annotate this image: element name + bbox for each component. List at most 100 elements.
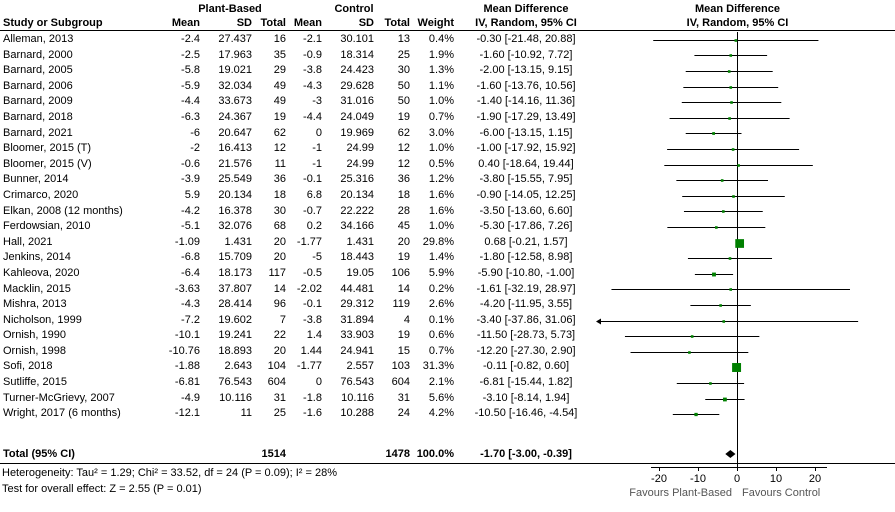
md-ci-text: -10.50 [-16.46, -4.54] bbox=[474, 407, 578, 420]
study-row: Elkan, 2008 (12 months) -4.2 16.378 30 -0.7 2… bbox=[0, 204, 895, 220]
study-rows: Alleman, 2013 -2.4 27.437 16 -2.1 30.101 13 0.4… bbox=[0, 32, 895, 422]
treat-n: 12 bbox=[273, 142, 286, 155]
col-treat-total: Total bbox=[260, 17, 286, 29]
treat-sd: 33.673 bbox=[218, 95, 252, 108]
study-row: Turner-McGrievy, 2007 -4.9 10.116 31 -1.8 10.… bbox=[0, 391, 895, 407]
md-ci-text: -3.50 [-13.60, 6.60] bbox=[479, 204, 573, 217]
col-treat-mean: Mean bbox=[171, 17, 200, 29]
treat-sd: 27.437 bbox=[218, 33, 252, 45]
effect-marker bbox=[732, 363, 742, 372]
control-n: 36 bbox=[397, 173, 410, 186]
treat-mean: -2.4 bbox=[181, 33, 200, 45]
control-mean: -3.8 bbox=[303, 64, 322, 77]
effect-marker bbox=[728, 257, 732, 260]
x-tick-label: 10 bbox=[770, 473, 782, 485]
study-row: Barnard, 2018 -6.3 24.367 19 -4.4 24.049 19 0.7… bbox=[0, 110, 895, 126]
treat-sd: 25.549 bbox=[218, 173, 252, 186]
md-ci-text: -3.40 [-37.86, 31.06] bbox=[476, 313, 576, 326]
control-sd: 24.99 bbox=[346, 142, 374, 155]
mean-difference-plot-header: Mean Difference bbox=[695, 3, 780, 15]
weight-value: 0.2% bbox=[428, 282, 454, 295]
md-ci-text: 0.68 [-0.21, 1.57] bbox=[484, 235, 568, 248]
study-name: Sofi, 2018 bbox=[3, 360, 53, 373]
md-ci-text: -1.61 [-32.19, 28.97] bbox=[476, 282, 576, 295]
control-mean: -4.3 bbox=[303, 79, 322, 92]
study-name: Bunner, 2014 bbox=[3, 173, 69, 186]
weight-value: 2.6% bbox=[428, 298, 454, 311]
treat-mean: -4.3 bbox=[181, 298, 200, 311]
control-mean: -0.7 bbox=[303, 204, 322, 217]
effect-marker bbox=[730, 101, 733, 104]
study-name: Kahleova, 2020 bbox=[3, 266, 80, 279]
control-mean: 1.4 bbox=[306, 329, 322, 342]
study-name: Barnard, 2006 bbox=[3, 79, 73, 92]
study-name: Ferdowsian, 2010 bbox=[3, 220, 91, 233]
treat-mean: -4.9 bbox=[181, 391, 200, 404]
treat-sd: 15.709 bbox=[218, 251, 252, 264]
study-name: Elkan, 2008 (12 months) bbox=[3, 204, 123, 217]
weight-value: 3.0% bbox=[428, 126, 454, 139]
control-sd: 22.222 bbox=[340, 204, 374, 217]
control-mean: -1.77 bbox=[296, 235, 322, 248]
weight-value: 1.0% bbox=[428, 142, 454, 155]
control-n: 20 bbox=[397, 235, 410, 248]
treat-sd: 18.893 bbox=[218, 344, 252, 357]
treat-mean: -10.76 bbox=[168, 344, 200, 357]
md-ci-text: -1.60 [-13.76, 10.56] bbox=[476, 79, 576, 92]
effect-marker bbox=[715, 226, 718, 229]
md-ci-text: -1.80 [-12.58, 8.98] bbox=[479, 251, 573, 264]
control-sd: 10.288 bbox=[340, 407, 374, 420]
study-name: Mishra, 2013 bbox=[3, 298, 67, 311]
control-n: 30 bbox=[397, 64, 410, 77]
control-mean: -0.1 bbox=[303, 173, 322, 186]
treat-n: 20 bbox=[273, 251, 286, 264]
treat-n: 18 bbox=[273, 188, 286, 201]
control-n: 31 bbox=[397, 391, 410, 404]
md-ci-text: -5.90 [-10.80, -1.00] bbox=[477, 266, 575, 279]
col-study: Study or Subgroup bbox=[3, 17, 103, 29]
treat-sd: 10.116 bbox=[219, 391, 252, 404]
x-tick-label: -10 bbox=[690, 473, 706, 485]
treat-sd: 37.807 bbox=[218, 282, 252, 295]
x-tick-label: 20 bbox=[809, 473, 821, 485]
control-n: 4 bbox=[403, 313, 410, 326]
group-header-row: Plant-Based Control Mean Difference Mean… bbox=[0, 2, 895, 16]
md-ci-text: -1.00 [-17.92, 15.92] bbox=[476, 142, 576, 155]
treat-mean: -5.8 bbox=[181, 64, 200, 77]
study-name: Barnard, 2009 bbox=[3, 95, 73, 108]
ci-arrow-left bbox=[596, 318, 601, 325]
md-ci-text: -1.90 [-17.29, 13.49] bbox=[476, 110, 576, 123]
md-ci-text: -11.50 [-28.73, 5.73] bbox=[476, 329, 576, 342]
control-mean: 0 bbox=[315, 126, 322, 139]
treat-sd: 24.367 bbox=[218, 110, 252, 123]
study-name: Macklin, 2015 bbox=[3, 282, 71, 295]
study-row: Sofi, 2018 -1.88 2.643 104 -1.77 2.557 103 31.3… bbox=[0, 359, 895, 375]
treat-mean: -4.4 bbox=[181, 95, 200, 108]
col-control-total: Total bbox=[384, 17, 410, 29]
treat-sd: 16.413 bbox=[218, 142, 252, 155]
control-sd: 18.314 bbox=[340, 48, 374, 61]
treat-mean: -1.88 bbox=[174, 360, 200, 373]
treat-n: 104 bbox=[267, 360, 286, 373]
weight-value: 1.2% bbox=[428, 173, 454, 186]
study-row: Barnard, 2021 -6 20.647 62 0 19.969 62 3.0% -6.0… bbox=[0, 126, 895, 142]
md-ci-text: -6.00 [-13.15, 1.15] bbox=[479, 126, 573, 139]
control-sd: 19.969 bbox=[340, 126, 374, 139]
treat-mean: -10.1 bbox=[174, 329, 200, 342]
effect-marker bbox=[728, 117, 731, 120]
treat-n: 20 bbox=[273, 235, 286, 248]
study-name: Barnard, 2021 bbox=[3, 126, 73, 139]
study-row: Bunner, 2014 -3.9 25.549 36 -0.1 25.316 36 1.2%… bbox=[0, 172, 895, 188]
study-name: Hall, 2021 bbox=[3, 235, 53, 248]
weight-value: 0.1% bbox=[428, 313, 454, 326]
treat-sd: 17.963 bbox=[218, 48, 252, 61]
control-sd: 19.05 bbox=[346, 266, 374, 279]
control-n: 19 bbox=[397, 329, 410, 342]
weight-value: 1.6% bbox=[428, 204, 454, 217]
study-row: Nicholson, 1999 -7.2 19.602 7 -3.8 31.894 4 0.1… bbox=[0, 313, 895, 329]
effect-marker bbox=[729, 288, 733, 291]
treat-mean: -6 bbox=[190, 126, 200, 139]
md-ci-text: -1.40 [-14.16, 11.36] bbox=[476, 95, 576, 108]
study-row: Barnard, 2000 -2.5 17.963 35 -0.9 18.314 25 1.9… bbox=[0, 48, 895, 64]
control-sd: 31.016 bbox=[340, 95, 374, 108]
